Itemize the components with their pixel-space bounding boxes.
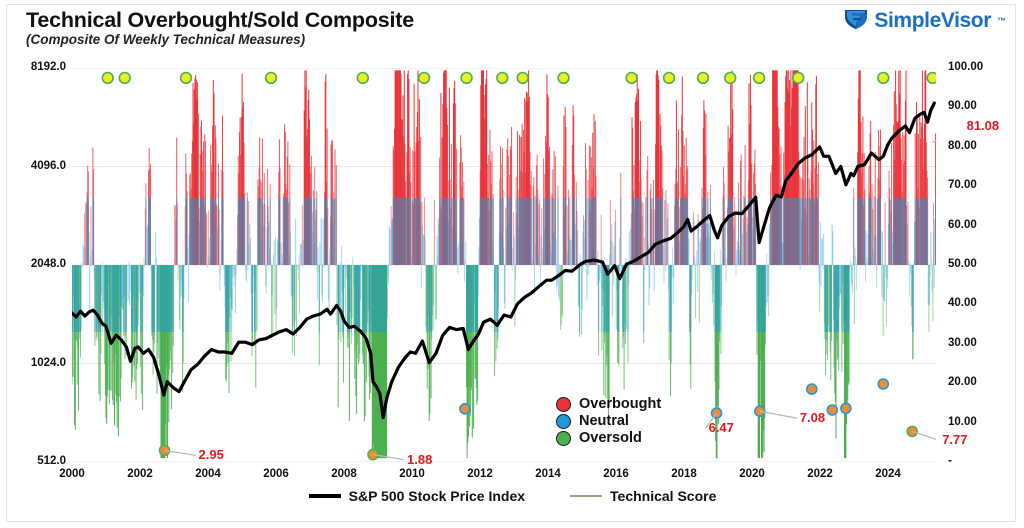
y-axis-right-tick: - <box>948 455 952 467</box>
legend-item-sp500: S&P 500 Stock Price Index <box>308 488 525 504</box>
y-axis-left-tick: 2048.0 <box>30 258 66 270</box>
neutral-swatch-icon <box>556 414 571 429</box>
legend-label-overbought: Overbought <box>579 396 662 412</box>
sp500-line-swatch-icon <box>308 494 341 498</box>
y-axis-right-tick: 80.00 <box>948 140 977 152</box>
x-axis-tick: 2022 <box>807 468 833 480</box>
legend-item-technical-score: Technical Score <box>569 488 716 504</box>
y-axis-right-tick: 40.00 <box>948 297 977 309</box>
x-axis-tick: 2024 <box>875 468 901 480</box>
legend-label-oversold: Oversold <box>579 430 642 446</box>
x-axis-tick: 2016 <box>603 468 629 480</box>
y-axis-left-tick: 512.0 <box>37 455 66 467</box>
x-axis-tick: 2012 <box>467 468 493 480</box>
x-axis-tick: 2010 <box>399 468 425 480</box>
legend-item-overbought: Overbought <box>556 396 661 413</box>
y-axis-right-tick: 10.00 <box>948 416 977 428</box>
technical-score-line-swatch-icon <box>570 495 603 497</box>
y-axis-left-tick: 8192.0 <box>30 61 66 73</box>
brand-name: SimpleVisor <box>874 8 991 32</box>
x-axis-tick: 2014 <box>535 468 561 480</box>
x-axis-tick: 2004 <box>195 468 221 480</box>
y-axis-right-tick: 90.00 <box>948 100 977 112</box>
y-axis-right-tick: 20.00 <box>948 376 977 388</box>
series-legend: S&P 500 Stock Price Index Technical Scor… <box>0 488 1024 504</box>
legend-item-neutral: Neutral <box>556 413 661 430</box>
value-callout: 81.08 <box>966 117 1000 133</box>
chart-canvas <box>72 68 936 462</box>
legend-label-sp500: S&P 500 Stock Price Index <box>348 488 526 504</box>
oversold-swatch-icon <box>556 431 571 446</box>
x-axis-tick: 2006 <box>263 468 289 480</box>
page-subtitle: (Composite Of Weekly Technical Measures) <box>26 32 306 47</box>
x-axis-tick: 2020 <box>739 468 765 480</box>
x-axis-tick: 2018 <box>671 468 697 480</box>
value-callout: 1.88 <box>407 451 433 467</box>
brand-trademark: ™ <box>997 15 1006 26</box>
value-callout: 7.08 <box>799 410 826 426</box>
overbought-swatch-icon <box>556 397 571 412</box>
simplevisor-mark-icon <box>843 6 869 35</box>
page-title: Technical Overbought/Sold Composite <box>26 8 414 32</box>
x-axis-tick: 2000 <box>59 468 85 480</box>
y-axis-left-tick: 4096.0 <box>30 160 66 172</box>
x-axis-tick: 2002 <box>127 468 153 480</box>
y-axis-left-tick: 1024.0 <box>30 357 66 369</box>
score-legend: Overbought Neutral Oversold <box>556 396 661 447</box>
value-callout: 7.77 <box>942 432 968 448</box>
legend-label-technical-score: Technical Score <box>610 488 717 504</box>
chart-plot-area <box>72 68 936 462</box>
y-axis-right-tick: 50.00 <box>948 258 977 270</box>
y-axis-right-tick: 60.00 <box>948 219 977 231</box>
y-axis-right-tick: 30.00 <box>948 337 977 349</box>
x-axis-tick: 2008 <box>331 468 357 480</box>
y-axis-right-tick: 100.00 <box>948 61 984 73</box>
value-callout: 6.47 <box>708 420 734 436</box>
value-callout: 2.95 <box>198 447 224 463</box>
y-axis-right-tick: 70.00 <box>948 179 977 191</box>
legend-label-neutral: Neutral <box>579 413 629 429</box>
simplevisor-logo: SimpleVisor ™ <box>843 6 1006 35</box>
legend-item-oversold: Oversold <box>556 430 661 447</box>
